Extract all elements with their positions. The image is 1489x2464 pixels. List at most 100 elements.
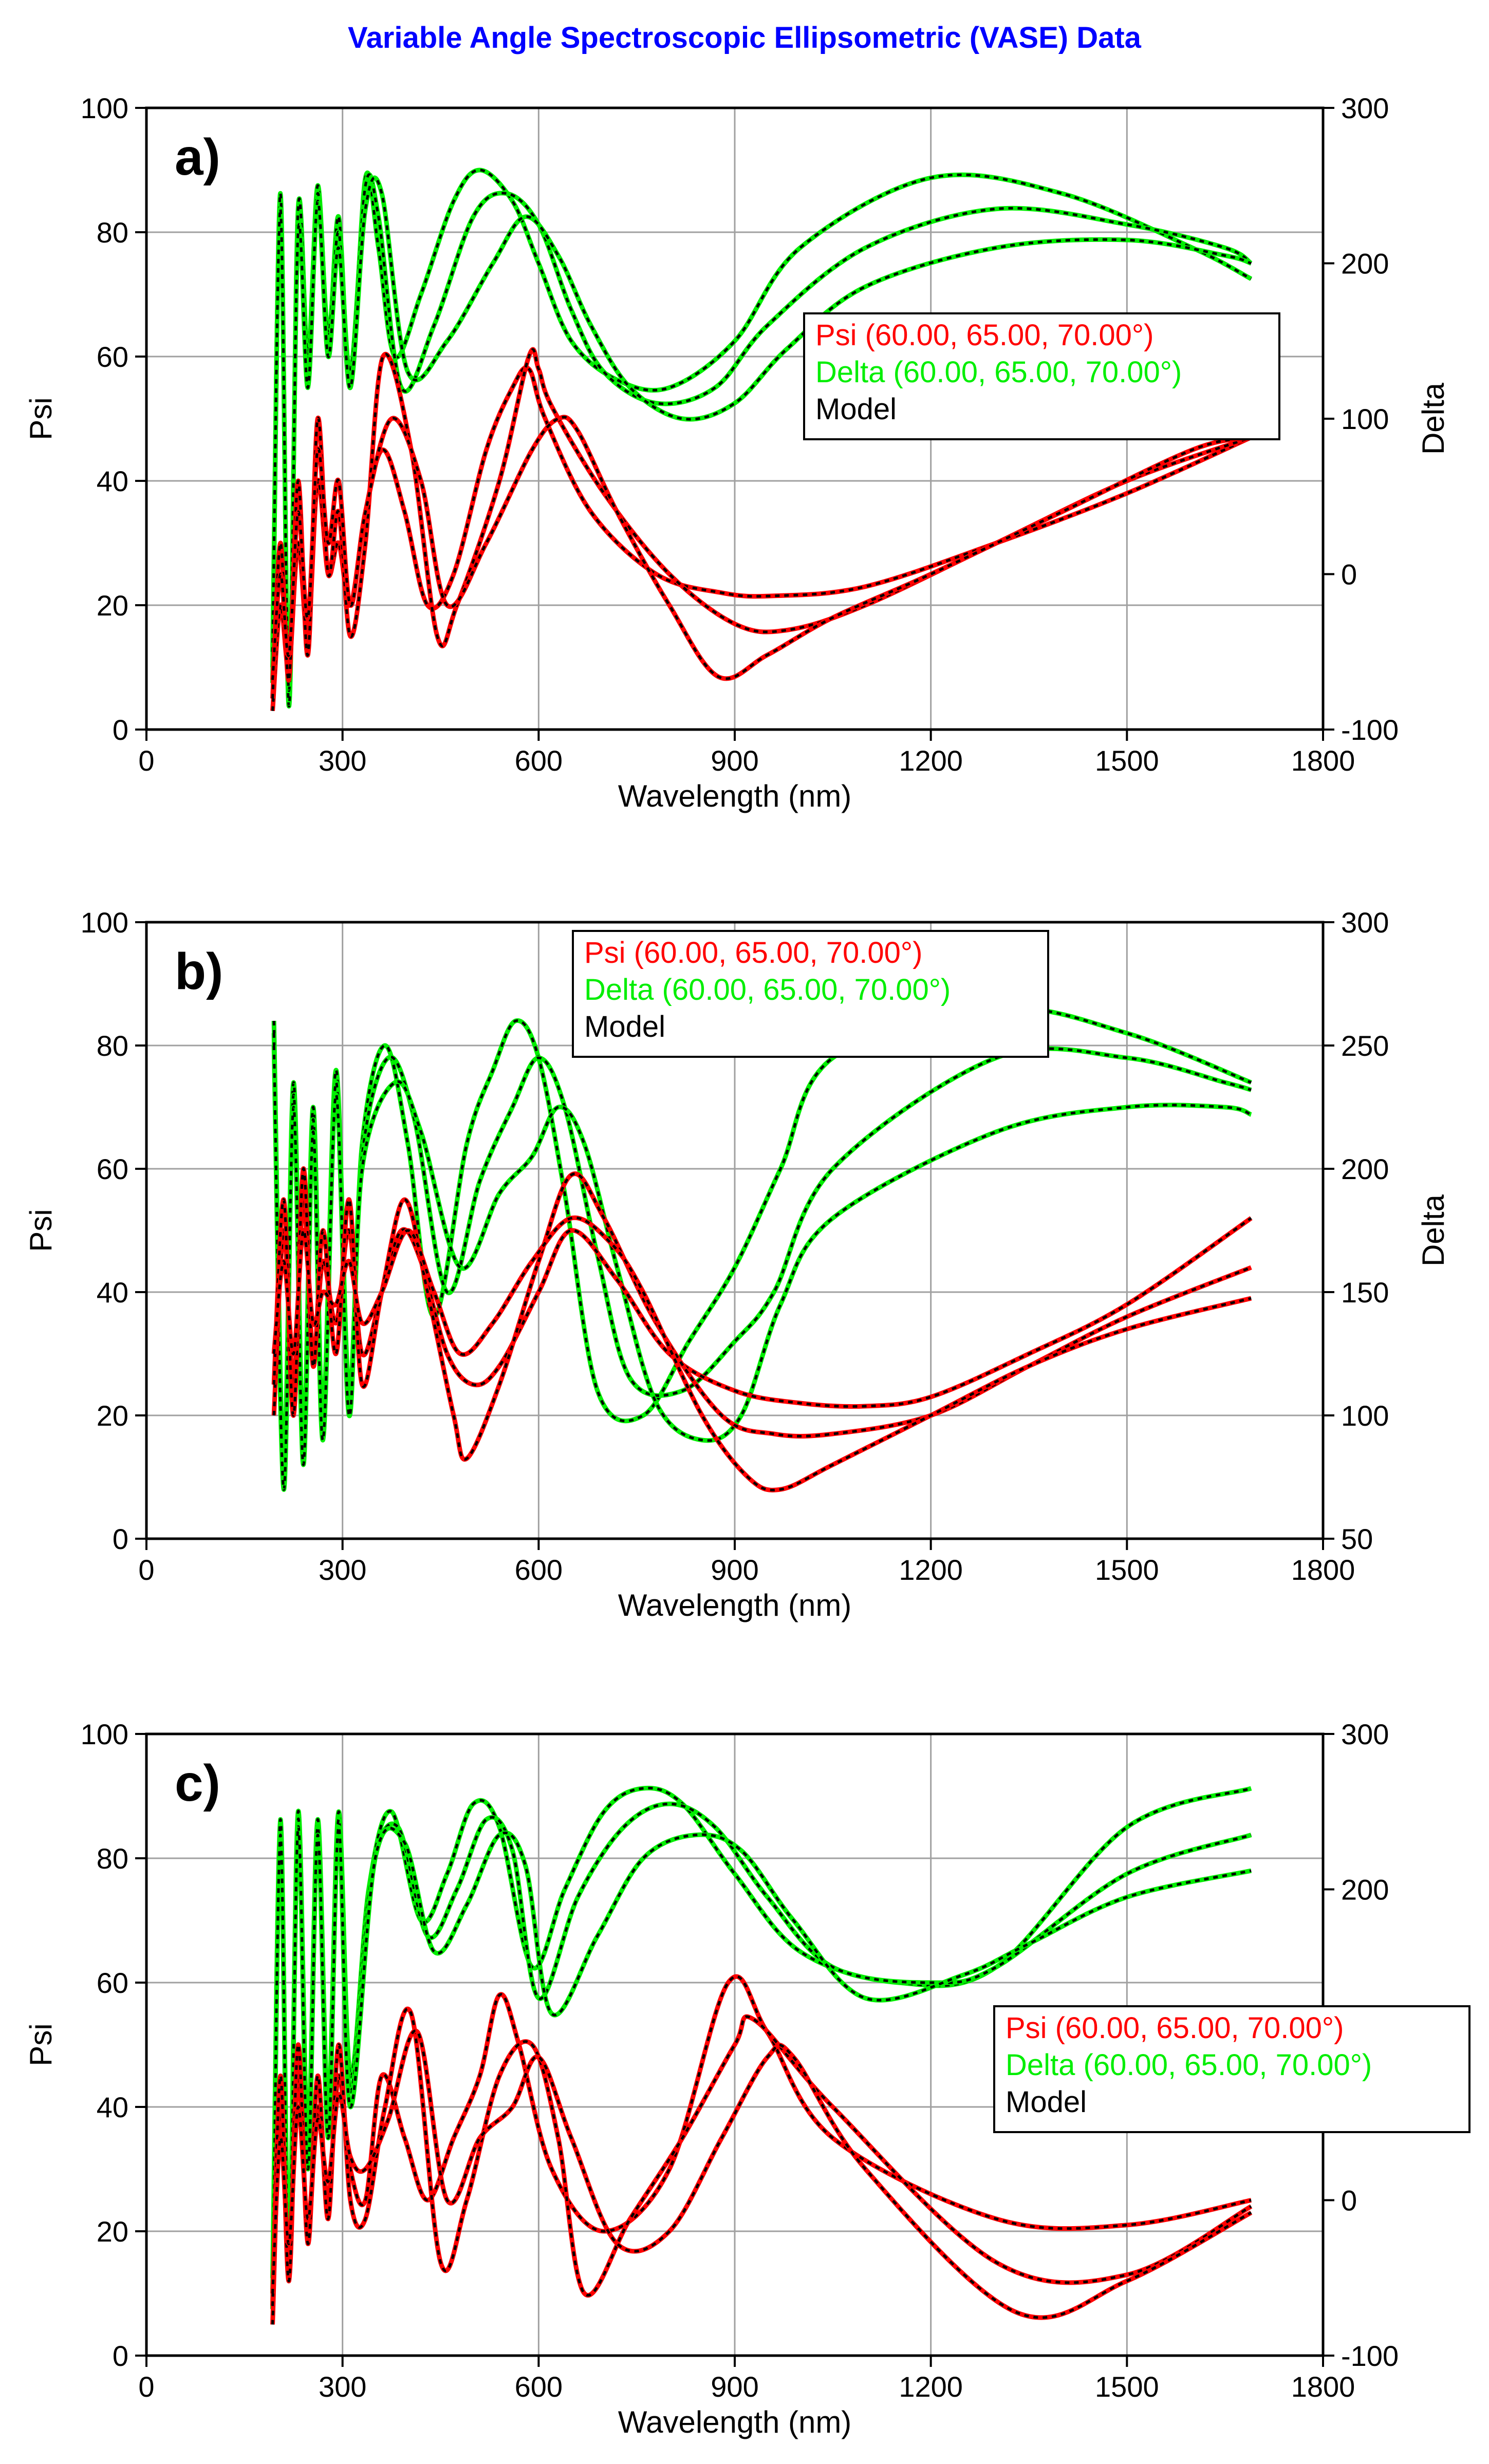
model-psi-series-3 xyxy=(271,416,1252,680)
model-delta-series-1 xyxy=(271,1786,1252,2278)
y2-tick-label: 100 xyxy=(1341,403,1389,435)
panel-label: a) xyxy=(175,128,220,186)
x-tick-label: 1500 xyxy=(1095,744,1159,777)
y2-tick-label: 150 xyxy=(1341,1276,1389,1309)
legend-box xyxy=(803,312,1280,440)
x-tick-label: 1800 xyxy=(1291,2370,1355,2403)
chart-panel-3: 0 300 600 900 1200 1500 1800 0 20 40 60 80 100 -100 0 2… xyxy=(24,1718,1471,2439)
panel-label: c) xyxy=(175,1754,220,1812)
x-tick-label: 1200 xyxy=(899,2370,963,2403)
y2-tick-label: 250 xyxy=(1341,1030,1389,1062)
y-tick-label: 80 xyxy=(97,1842,128,1875)
y-axis-label: Psi xyxy=(24,2023,58,2066)
y-tick-label: 0 xyxy=(113,714,128,746)
y2-tick-label: 200 xyxy=(1341,1874,1389,1906)
legend-entry: Psi (60.00, 65.00, 70.00°) xyxy=(815,319,1153,352)
model-psi-series-3 xyxy=(271,2029,1252,2319)
x-tick-label: 1500 xyxy=(1095,1554,1159,1586)
y-tick-label: 20 xyxy=(97,589,128,622)
y-tick-label: 60 xyxy=(97,1967,128,1999)
psi-series-3 xyxy=(270,415,1252,681)
legend-entry: Model xyxy=(1006,2085,1087,2119)
y-tick-label: 100 xyxy=(81,1718,128,1750)
x-tick-label: 600 xyxy=(515,2370,563,2403)
y-tick-label: 40 xyxy=(97,1276,128,1309)
legend-entry: Delta (60.00, 65.00, 70.00°) xyxy=(1006,2048,1372,2082)
panel-label: b) xyxy=(175,943,223,1000)
legend-entry: Psi (60.00, 65.00, 70.00°) xyxy=(584,936,922,969)
x-tick-label: 0 xyxy=(138,744,154,777)
curves xyxy=(271,1005,1253,1492)
chart-panel-1: 0 300 600 900 1200 1500 1800 0 20 40 60 80 100 -100 0 1… xyxy=(24,92,1450,813)
legend-entry: Delta (60.00, 65.00, 70.00°) xyxy=(815,356,1182,389)
y2-tick-label: -100 xyxy=(1341,2340,1399,2372)
x-tick-label: 300 xyxy=(319,1554,366,1586)
y2-tick-label: 200 xyxy=(1341,248,1389,280)
model-delta-series-3 xyxy=(271,1825,1252,2309)
x-tick-label: 1200 xyxy=(899,1554,963,1586)
x-tick-label: 0 xyxy=(138,1554,154,1586)
legend-entry: Psi (60.00, 65.00, 70.00°) xyxy=(1006,2011,1344,2045)
curves xyxy=(270,1785,1253,2325)
y-tick-label: 80 xyxy=(97,216,128,249)
legend-box xyxy=(572,930,1049,1058)
legend-entry: Delta (60.00, 65.00, 70.00°) xyxy=(584,973,951,1006)
y-tick-label: 20 xyxy=(97,1399,128,1432)
x-axis-label: Wavelength (nm) xyxy=(618,1588,852,1622)
y-tick-label: 40 xyxy=(97,465,128,497)
y2-tick-label: 300 xyxy=(1341,906,1389,939)
y-tick-label: 60 xyxy=(97,1153,128,1185)
legend-entry: Model xyxy=(584,1010,665,1043)
y-tick-label: 0 xyxy=(113,1523,128,1555)
model-delta-series-2 xyxy=(271,173,1252,708)
x-tick-label: 1500 xyxy=(1095,2370,1159,2403)
figure-title: Variable Angle Spectroscopic Ellipsometr… xyxy=(348,21,1141,54)
y-tick-label: 60 xyxy=(97,341,128,373)
legend: Psi (60.00, 65.00, 70.00°) Delta (60.00, … xyxy=(803,312,1280,440)
y-axis-label: Psi xyxy=(24,1209,58,1252)
legend-entry: Model xyxy=(815,393,897,426)
x-tick-label: 900 xyxy=(711,744,758,777)
y2-tick-label: 300 xyxy=(1341,92,1389,124)
legend-box xyxy=(993,2005,1471,2133)
curves xyxy=(270,167,1253,712)
x-tick-label: 300 xyxy=(319,744,366,777)
y-tick-label: 100 xyxy=(81,906,128,939)
y2-tick-label: 200 xyxy=(1341,1153,1389,1185)
y-tick-label: 0 xyxy=(113,2340,128,2372)
y2-tick-label: 50 xyxy=(1341,1523,1373,1555)
model-psi-series-3 xyxy=(272,1216,1252,1491)
x-axis-label: Wavelength (nm) xyxy=(618,779,852,813)
chart-panel-2: 0 300 600 900 1200 1500 1800 0 20 40 60 80 100 50 100 1… xyxy=(24,906,1450,1622)
x-tick-label: 0 xyxy=(138,2370,154,2403)
y2-tick-label: 0 xyxy=(1341,558,1357,591)
y2-tick-label: 0 xyxy=(1341,2185,1357,2217)
y2-tick-label: 100 xyxy=(1341,1399,1389,1432)
model-delta-series-3 xyxy=(272,1045,1252,1491)
x-tick-label: 1800 xyxy=(1291,744,1355,777)
y-axis-label: Psi xyxy=(24,397,58,440)
x-tick-label: 1200 xyxy=(899,744,963,777)
x-axis-label: Wavelength (nm) xyxy=(618,2405,852,2439)
y-tick-label: 80 xyxy=(97,1030,128,1062)
delta-series-2 xyxy=(270,172,1253,709)
x-tick-label: 900 xyxy=(711,1554,758,1586)
y2-tick-label: -100 xyxy=(1341,714,1399,746)
x-tick-label: 900 xyxy=(711,2370,758,2403)
legend: Psi (60.00, 65.00, 70.00°)Delta (60.00, … xyxy=(993,2005,1471,2133)
y2-axis-label: Delta xyxy=(1416,1194,1450,1266)
x-tick-label: 600 xyxy=(515,1554,563,1586)
x-tick-label: 600 xyxy=(515,744,563,777)
y-tick-label: 100 xyxy=(81,92,128,124)
y-tick-label: 40 xyxy=(97,2091,128,2123)
legend: Psi (60.00, 65.00, 70.00°) Delta (60.00, … xyxy=(572,930,1049,1058)
x-tick-label: 1800 xyxy=(1291,1554,1355,1586)
y2-axis-label: Delta xyxy=(1416,382,1450,455)
psi-series-2 xyxy=(271,1166,1252,1462)
psi-series-2 xyxy=(270,2006,1253,2306)
y-tick-label: 20 xyxy=(97,2215,128,2248)
y2-tick-label: 300 xyxy=(1341,1718,1389,1750)
x-tick-label: 300 xyxy=(319,2370,366,2403)
model-delta-series-3 xyxy=(271,176,1252,692)
